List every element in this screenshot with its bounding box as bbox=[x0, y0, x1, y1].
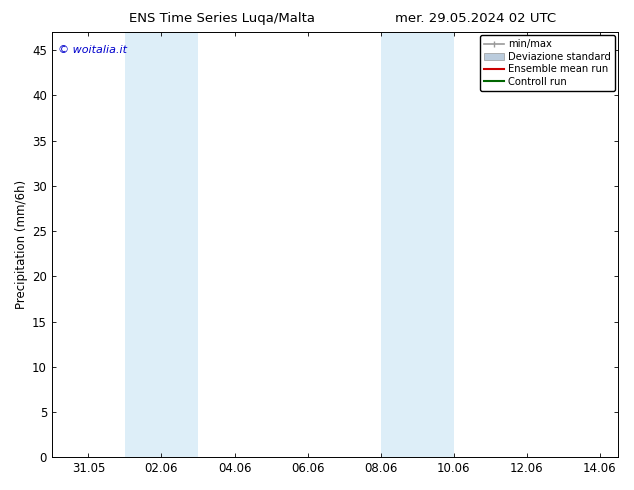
Y-axis label: Precipitation (mm/6h): Precipitation (mm/6h) bbox=[15, 180, 28, 309]
Legend: min/max, Deviazione standard, Ensemble mean run, Controll run: min/max, Deviazione standard, Ensemble m… bbox=[480, 35, 615, 91]
Text: ENS Time Series Luqa/Malta: ENS Time Series Luqa/Malta bbox=[129, 12, 315, 25]
Text: © woitalia.it: © woitalia.it bbox=[58, 45, 127, 55]
Bar bbox=[380, 32, 454, 457]
Text: mer. 29.05.2024 02 UTC: mer. 29.05.2024 02 UTC bbox=[395, 12, 556, 25]
Bar bbox=[125, 32, 198, 457]
